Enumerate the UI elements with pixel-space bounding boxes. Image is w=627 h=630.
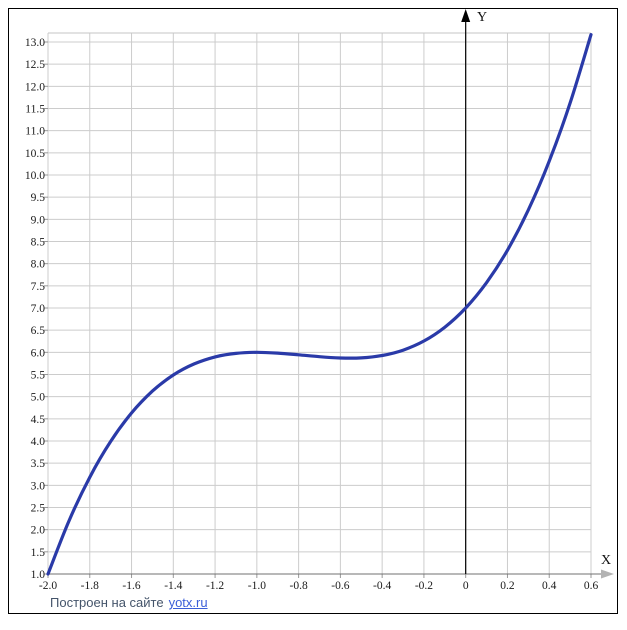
y-tick-label: 13.0: [25, 37, 45, 49]
y-tick-label: 12.5: [25, 59, 45, 71]
y-tick-label: 7.5: [31, 281, 46, 293]
y-tick-label: 1.0: [31, 569, 46, 581]
curve-path: [46, 33, 593, 576]
y-tick-label: 3.0: [31, 480, 46, 492]
x-tick-label: -1.8: [81, 580, 99, 592]
y-tick-label: 1.5: [31, 547, 46, 559]
x-tick-label: 0.6: [584, 580, 599, 592]
y-tick-label: 3.5: [31, 458, 46, 470]
y-axis-arrow-icon: [461, 9, 471, 22]
y-tick-label: 11.0: [25, 126, 45, 138]
yotx-link[interactable]: yotx.ru: [168, 595, 208, 610]
footer-text: Построен на сайте: [50, 595, 164, 610]
x-tick-label: 0.4: [542, 580, 557, 592]
x-tick-label: -0.8: [290, 580, 308, 592]
x-tick-label: -1.6: [122, 580, 140, 592]
y-tick-label: 8.5: [31, 237, 46, 249]
y-tick-label: 11.5: [25, 104, 45, 116]
y-tick-label: 6.5: [31, 325, 46, 337]
x-tick-label: -2.0: [39, 580, 57, 592]
x-tick-label: -1.2: [206, 580, 224, 592]
x-tick-label: 0.2: [500, 580, 515, 592]
x-tick-label: -0.6: [331, 580, 349, 592]
x-axis-title: X: [601, 553, 611, 568]
y-tick-label: 5.5: [31, 370, 46, 382]
y-tick-label: 7.0: [31, 303, 46, 315]
y-tick-label: 9.0: [31, 214, 46, 226]
y-tick-label: 4.0: [31, 436, 46, 448]
y-tick-label: 12.0: [25, 81, 45, 93]
y-tick-label: 6.0: [31, 347, 46, 359]
x-tick-label: -0.2: [415, 580, 433, 592]
y-tick-label: 9.5: [31, 192, 46, 204]
x-tick-label: -0.4: [373, 580, 391, 592]
y-tick-label: 2.5: [31, 503, 46, 515]
x-tick-label: -1.0: [248, 580, 266, 592]
x-tick-label: -1.4: [164, 580, 182, 592]
x-tick-label: 0: [463, 580, 469, 592]
footer-credit: Построен на сайте yotx.ru: [50, 595, 208, 610]
y-tick-label: 10.5: [25, 148, 45, 160]
y-tick-label: 10.0: [25, 170, 45, 182]
y-tick-label: 5.0: [31, 392, 46, 404]
y-tick-label: 2.0: [31, 525, 46, 537]
y-axis-title: Y: [477, 10, 487, 25]
x-axis-arrow-icon: [601, 569, 614, 579]
y-tick-label: 8.0: [31, 259, 46, 271]
y-tick-label: 4.5: [31, 414, 46, 426]
